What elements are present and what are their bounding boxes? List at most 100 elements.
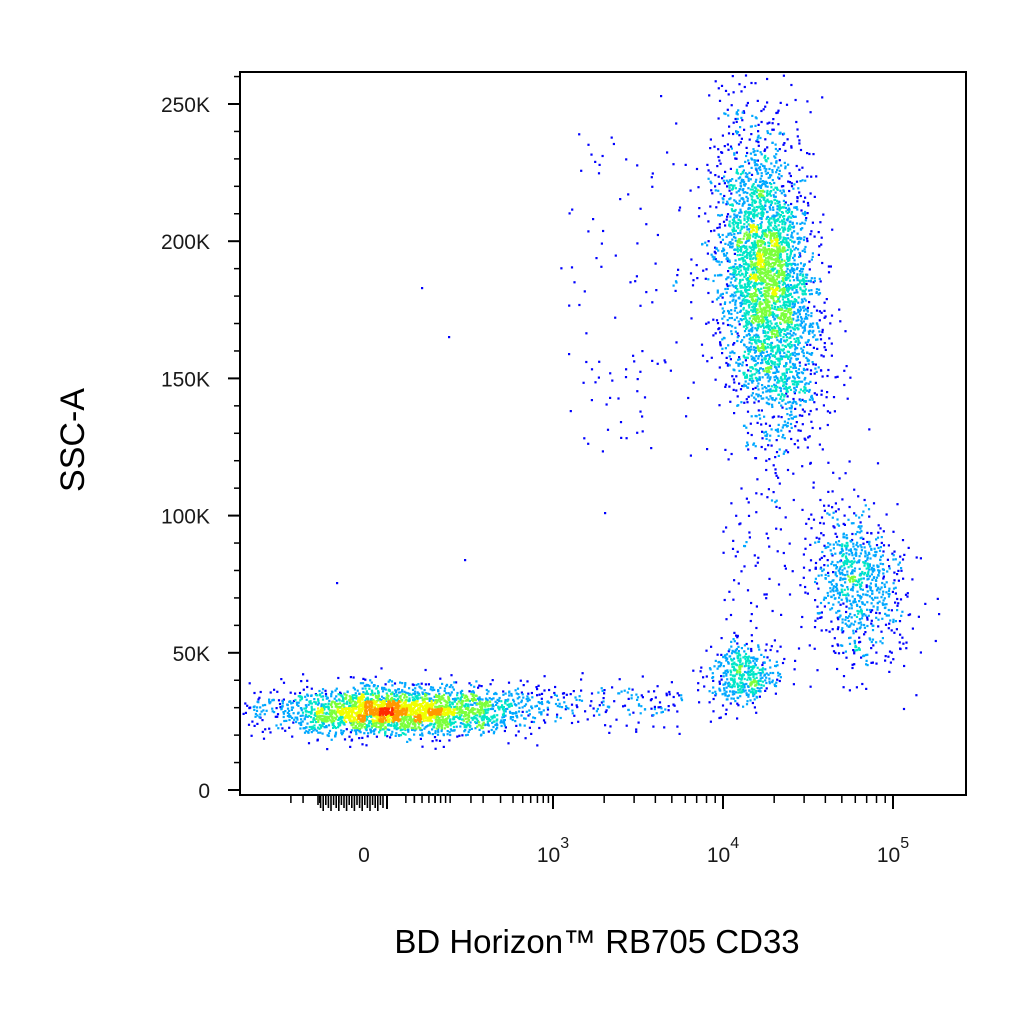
scatter-point [556, 704, 559, 708]
scatter-point [774, 186, 777, 189]
scatter-point [795, 353, 798, 356]
scatter-point [775, 370, 778, 373]
scatter-point [884, 655, 887, 658]
scatter-point [770, 428, 773, 431]
scatter-point [780, 348, 783, 351]
scatter-point [352, 696, 355, 700]
scatter-point [628, 713, 631, 716]
scatter-point [899, 647, 902, 650]
scatter-point [264, 703, 267, 707]
scatter-point [871, 638, 875, 641]
scatter-point [478, 728, 481, 731]
scatter-point [832, 603, 835, 606]
scatter-point [511, 712, 514, 715]
scatter-point [504, 708, 508, 711]
scatter-point [857, 495, 860, 498]
scatter-point [728, 284, 731, 287]
scatter-point [843, 369, 846, 372]
scatter-point [420, 682, 423, 685]
scatter-point [757, 288, 760, 291]
scatter-point [639, 712, 642, 715]
scatter-point [723, 194, 726, 198]
scatter-point [836, 616, 839, 619]
scatter-point [301, 720, 304, 723]
scatter-point [676, 710, 679, 713]
scatter-point [851, 538, 854, 542]
scatter-point [722, 530, 725, 533]
scatter-point [309, 700, 312, 703]
scatter-point [759, 180, 762, 183]
scatter-point [806, 152, 809, 155]
scatter-point [748, 377, 751, 380]
scatter-point [774, 143, 777, 146]
scatter-point [800, 320, 803, 323]
scatter-point [736, 642, 739, 645]
scatter-point [394, 734, 397, 737]
scatter-point [345, 728, 348, 731]
scatter-point [787, 288, 790, 291]
scatter-point [723, 112, 726, 115]
scatter-point [802, 355, 805, 358]
scatter-point [739, 266, 742, 269]
scatter-point [722, 310, 726, 313]
scatter-point [748, 288, 751, 291]
scatter-point [720, 675, 723, 678]
scatter-point [875, 544, 879, 547]
scatter-point [823, 309, 826, 312]
scatter-point [789, 174, 792, 178]
scatter-point [247, 723, 251, 726]
scatter-point [819, 338, 823, 341]
scatter-point [780, 241, 783, 244]
scatter-point [815, 536, 818, 539]
scatter-point [750, 158, 754, 161]
scatter-point [732, 295, 735, 298]
scatter-point [568, 353, 571, 356]
scatter-point [801, 212, 804, 215]
scatter-point [758, 323, 761, 326]
scatter-point [871, 570, 874, 573]
scatter-point [515, 724, 518, 727]
scatter-point [543, 675, 546, 678]
scatter-point [803, 250, 807, 253]
scatter-point [751, 185, 754, 188]
scatter-point [793, 337, 796, 341]
scatter-point [517, 710, 521, 713]
scatter-point [806, 175, 809, 178]
scatter-point [503, 719, 506, 722]
scatter-point [722, 675, 725, 678]
scatter-point [569, 693, 572, 696]
scatter-point [722, 672, 725, 675]
scatter-point [820, 611, 823, 614]
scatter-point [838, 616, 841, 619]
scatter-point [721, 134, 724, 137]
scatter-point [726, 669, 729, 672]
scatter-point [755, 605, 758, 608]
scatter-point [728, 198, 731, 201]
scatter-point [737, 227, 740, 230]
scatter-point [742, 179, 745, 182]
scatter-point [736, 287, 739, 291]
scatter-point [697, 186, 700, 189]
scatter-point [377, 690, 380, 693]
scatter-point [760, 172, 763, 175]
scatter-point [839, 576, 842, 579]
scatter-point [891, 552, 894, 555]
scatter-point [676, 725, 679, 728]
scatter-point [337, 676, 340, 680]
scatter-point [817, 288, 821, 291]
scatter-point [669, 369, 672, 372]
scatter-point [769, 174, 772, 177]
scatter-point [865, 687, 868, 690]
scatter-point [774, 375, 777, 378]
scatter-point [759, 223, 762, 226]
scatter-point [361, 687, 364, 690]
scatter-point [874, 583, 877, 586]
scatter-point [755, 243, 758, 247]
scatter-point [790, 145, 793, 148]
scatter-point [273, 711, 276, 714]
scatter-point [790, 212, 793, 216]
scatter-point [749, 255, 752, 258]
scatter-point [892, 530, 895, 533]
scatter-point [507, 742, 510, 745]
scatter-point [325, 711, 328, 714]
